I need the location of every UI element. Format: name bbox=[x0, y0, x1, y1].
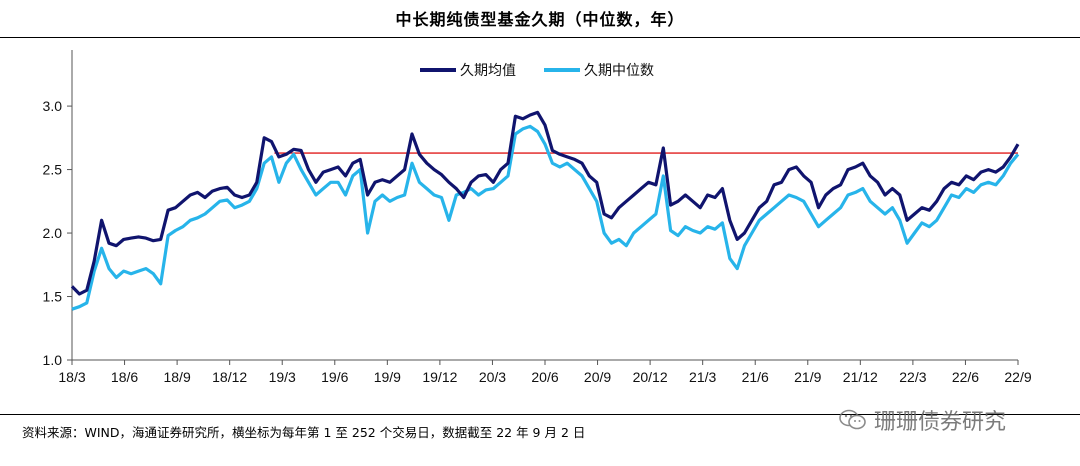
watermark: 珊珊债券研究 bbox=[838, 404, 1006, 436]
x-tick-label: 22/3 bbox=[899, 369, 926, 385]
x-tick-label: 22/9 bbox=[1004, 369, 1031, 385]
x-tick-label: 19/12 bbox=[422, 369, 457, 385]
x-tick-label: 18/6 bbox=[111, 369, 138, 385]
series-lines bbox=[70, 110, 1020, 311]
watermark-text: 珊珊债券研究 bbox=[874, 410, 1007, 435]
y-tick-label: 1.5 bbox=[43, 289, 63, 305]
x-tick-label: 21/6 bbox=[742, 369, 769, 385]
x-tick-label: 21/3 bbox=[689, 369, 716, 385]
y-tick-label: 2.0 bbox=[43, 225, 63, 241]
x-tick-label: 20/3 bbox=[479, 369, 506, 385]
x-tick-label: 19/9 bbox=[374, 369, 401, 385]
legend-label: 久期中位数 bbox=[584, 62, 654, 78]
x-tick-label: 21/12 bbox=[843, 369, 878, 385]
chart-title: 中长期纯债型基金久期（中位数，年） bbox=[395, 10, 685, 29]
top-rule bbox=[0, 37, 1080, 38]
chart-axes: 1.0 1.5 2.0 2.5 3.0 18/3 18/6 18/9 18/12 19/3 19/6… bbox=[43, 50, 1032, 385]
x-tick-label: 19/6 bbox=[321, 369, 348, 385]
y-tick-label: 2.5 bbox=[43, 162, 63, 178]
series-line-median bbox=[71, 124, 1020, 311]
source-note: 资料来源：WIND，海通证券研究所，横坐标为每年第 1 至 252 个交易日，数… bbox=[22, 425, 586, 440]
chart-legend: 久期均值 久期中位数 bbox=[420, 62, 654, 78]
y-tick-label: 3.0 bbox=[43, 98, 63, 114]
x-tick-label: 19/3 bbox=[269, 369, 296, 385]
y-tick-label: 1.0 bbox=[43, 352, 63, 368]
series-line-mean bbox=[70, 110, 1020, 296]
x-tick-label: 18/3 bbox=[58, 369, 85, 385]
x-tick-label: 21/9 bbox=[794, 369, 821, 385]
bottom-rule bbox=[0, 414, 1080, 415]
x-tick-label: 18/12 bbox=[212, 369, 247, 385]
x-tick-label: 22/6 bbox=[952, 369, 979, 385]
wechat-icon bbox=[839, 409, 866, 430]
x-tick-label: 20/9 bbox=[584, 369, 611, 385]
x-tick-label: 18/9 bbox=[163, 369, 190, 385]
line-chart: 1.0 1.5 2.0 2.5 3.0 18/3 18/6 18/9 18/12 19/3 19/6… bbox=[43, 50, 1032, 385]
legend-label: 久期均值 bbox=[460, 62, 516, 78]
x-tick-label: 20/6 bbox=[531, 369, 558, 385]
x-tick-label: 20/12 bbox=[633, 369, 668, 385]
